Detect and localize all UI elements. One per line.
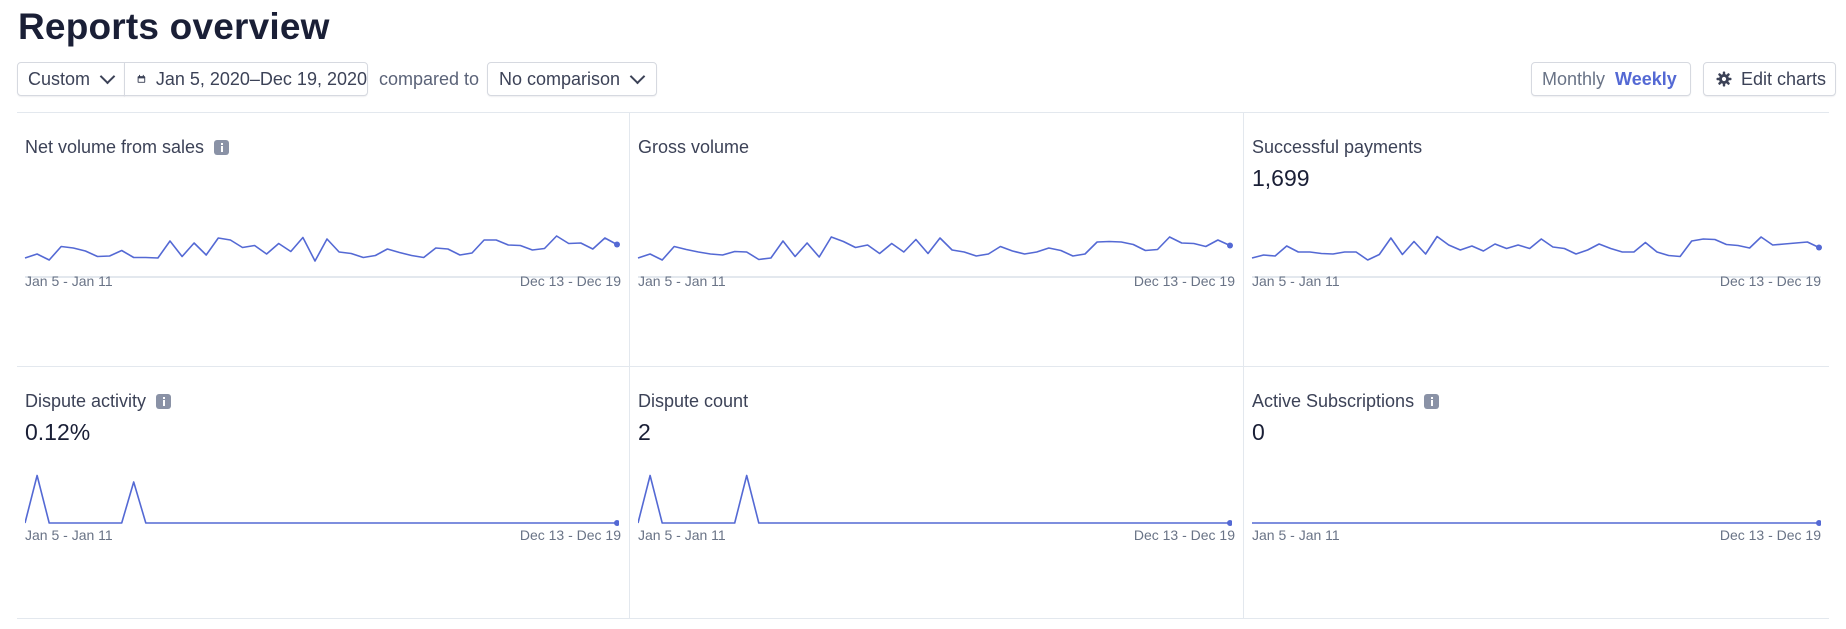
chevron-down-icon — [99, 68, 116, 84]
last-point-marker — [1227, 520, 1232, 526]
line-chart — [1252, 520, 1821, 526]
edit-charts-label: Edit charts — [1741, 68, 1827, 89]
x-axis-start-label: Jan 5 - Jan 11 — [25, 527, 113, 543]
series-line — [25, 474, 617, 524]
line-chart — [637, 236, 1233, 278]
x-axis-start-label: Jan 5 - Jan 11 — [638, 273, 726, 289]
info-icon[interactable] — [156, 394, 172, 409]
chart-card-title[interactable]: Successful payments — [1252, 137, 1422, 158]
charts-grid: Net volume from sales Jan 5 - Jan 11 Dec… — [17, 112, 1829, 619]
x-axis-start-label: Jan 5 - Jan 11 — [1252, 273, 1340, 289]
chart-card[interactable]: Gross volume Jan 5 - Jan 11 Dec 13 - Dec… — [630, 113, 1244, 367]
info-icon[interactable] — [1424, 394, 1440, 409]
chart-card[interactable]: Successful payments 1,699 Jan 5 - Jan 11… — [1244, 113, 1829, 367]
x-axis-start-label: Jan 5 - Jan 11 — [1252, 527, 1340, 543]
series-line — [24, 235, 618, 262]
chart-card[interactable]: Active Subscriptions 0 Jan 5 - Jan 11 De… — [1244, 367, 1829, 619]
interval-toggle: Monthly Weekly — [1531, 62, 1691, 96]
edit-charts-button[interactable]: Edit charts — [1703, 62, 1836, 96]
metric-value: 1,699 — [1252, 165, 1310, 191]
line-chart — [1251, 235, 1822, 278]
last-point-marker — [614, 520, 619, 526]
comparison-label: No comparison — [499, 68, 621, 89]
range-select-label: Custom — [28, 68, 91, 89]
metric-value: 0 — [1252, 419, 1265, 445]
line-chart — [25, 474, 619, 526]
report-toolbar: Custom Jan 5, 2020–Dec 19, 2020 compared… — [17, 62, 1836, 100]
series-line — [638, 474, 1230, 524]
chart-card-title[interactable]: Net volume from sales — [25, 137, 230, 158]
chart-card[interactable]: Net volume from sales Jan 5 - Jan 11 Dec… — [17, 113, 630, 367]
x-axis-start-label: Jan 5 - Jan 11 — [638, 527, 726, 543]
chart-title-text: Dispute count — [638, 391, 749, 411]
chart-card-title[interactable]: Gross volume — [638, 137, 749, 158]
compared-to-label: compared to — [379, 69, 480, 89]
interval-monthly-option[interactable]: Monthly — [1542, 68, 1606, 89]
date-range-button[interactable]: Jan 5, 2020–Dec 19, 2020 — [124, 62, 368, 96]
chevron-down-icon — [629, 68, 646, 84]
date-range-label: Jan 5, 2020–Dec 19, 2020 — [155, 68, 367, 89]
last-point-marker — [1227, 242, 1233, 249]
chart-title-text: Gross volume — [638, 137, 750, 157]
chart-title-text: Active Subscriptions — [1252, 391, 1415, 411]
chart-card-title[interactable]: Dispute activity — [25, 391, 172, 412]
chart-card[interactable]: Dispute count 2 Jan 5 - Jan 11 Dec 13 - … — [630, 367, 1244, 619]
range-select-button[interactable]: Custom — [17, 62, 125, 96]
chart-title-text: Successful payments — [1252, 137, 1423, 157]
x-axis-end-label: Dec 13 - Dec 19 — [1133, 273, 1235, 289]
calendar-icon — [137, 74, 146, 83]
x-axis-end-label: Dec 13 - Dec 19 — [519, 527, 621, 543]
last-point-marker — [1816, 520, 1821, 526]
gear-icon — [1716, 71, 1732, 87]
chart-title-text: Dispute activity — [25, 391, 147, 411]
last-point-marker — [1816, 244, 1822, 251]
chart-card-title[interactable]: Active Subscriptions — [1252, 391, 1440, 412]
chart-card[interactable]: Dispute activity 0.12% Jan 5 - Jan 11 De… — [17, 367, 630, 619]
info-icon[interactable] — [214, 140, 230, 155]
x-axis-end-label: Dec 13 - Dec 19 — [1719, 273, 1821, 289]
chart-card-title[interactable]: Dispute count — [638, 391, 748, 412]
x-axis-end-label: Dec 13 - Dec 19 — [1719, 527, 1821, 543]
interval-weekly-option[interactable]: Weekly — [1615, 68, 1677, 89]
last-point-marker — [614, 241, 620, 248]
chart-title-text: Net volume from sales — [25, 137, 205, 157]
series-line — [637, 236, 1231, 261]
x-axis-end-label: Dec 13 - Dec 19 — [1133, 527, 1235, 543]
comparison-select-button[interactable]: No comparison — [487, 62, 657, 96]
line-chart — [24, 235, 620, 278]
line-chart — [638, 474, 1232, 526]
metric-value: 2 — [638, 419, 651, 445]
series-line — [1251, 235, 1820, 261]
page-title: Reports overview — [18, 6, 330, 47]
x-axis-start-label: Jan 5 - Jan 11 — [25, 273, 113, 289]
metric-value: 0.12% — [25, 419, 91, 445]
x-axis-end-label: Dec 13 - Dec 19 — [519, 273, 621, 289]
